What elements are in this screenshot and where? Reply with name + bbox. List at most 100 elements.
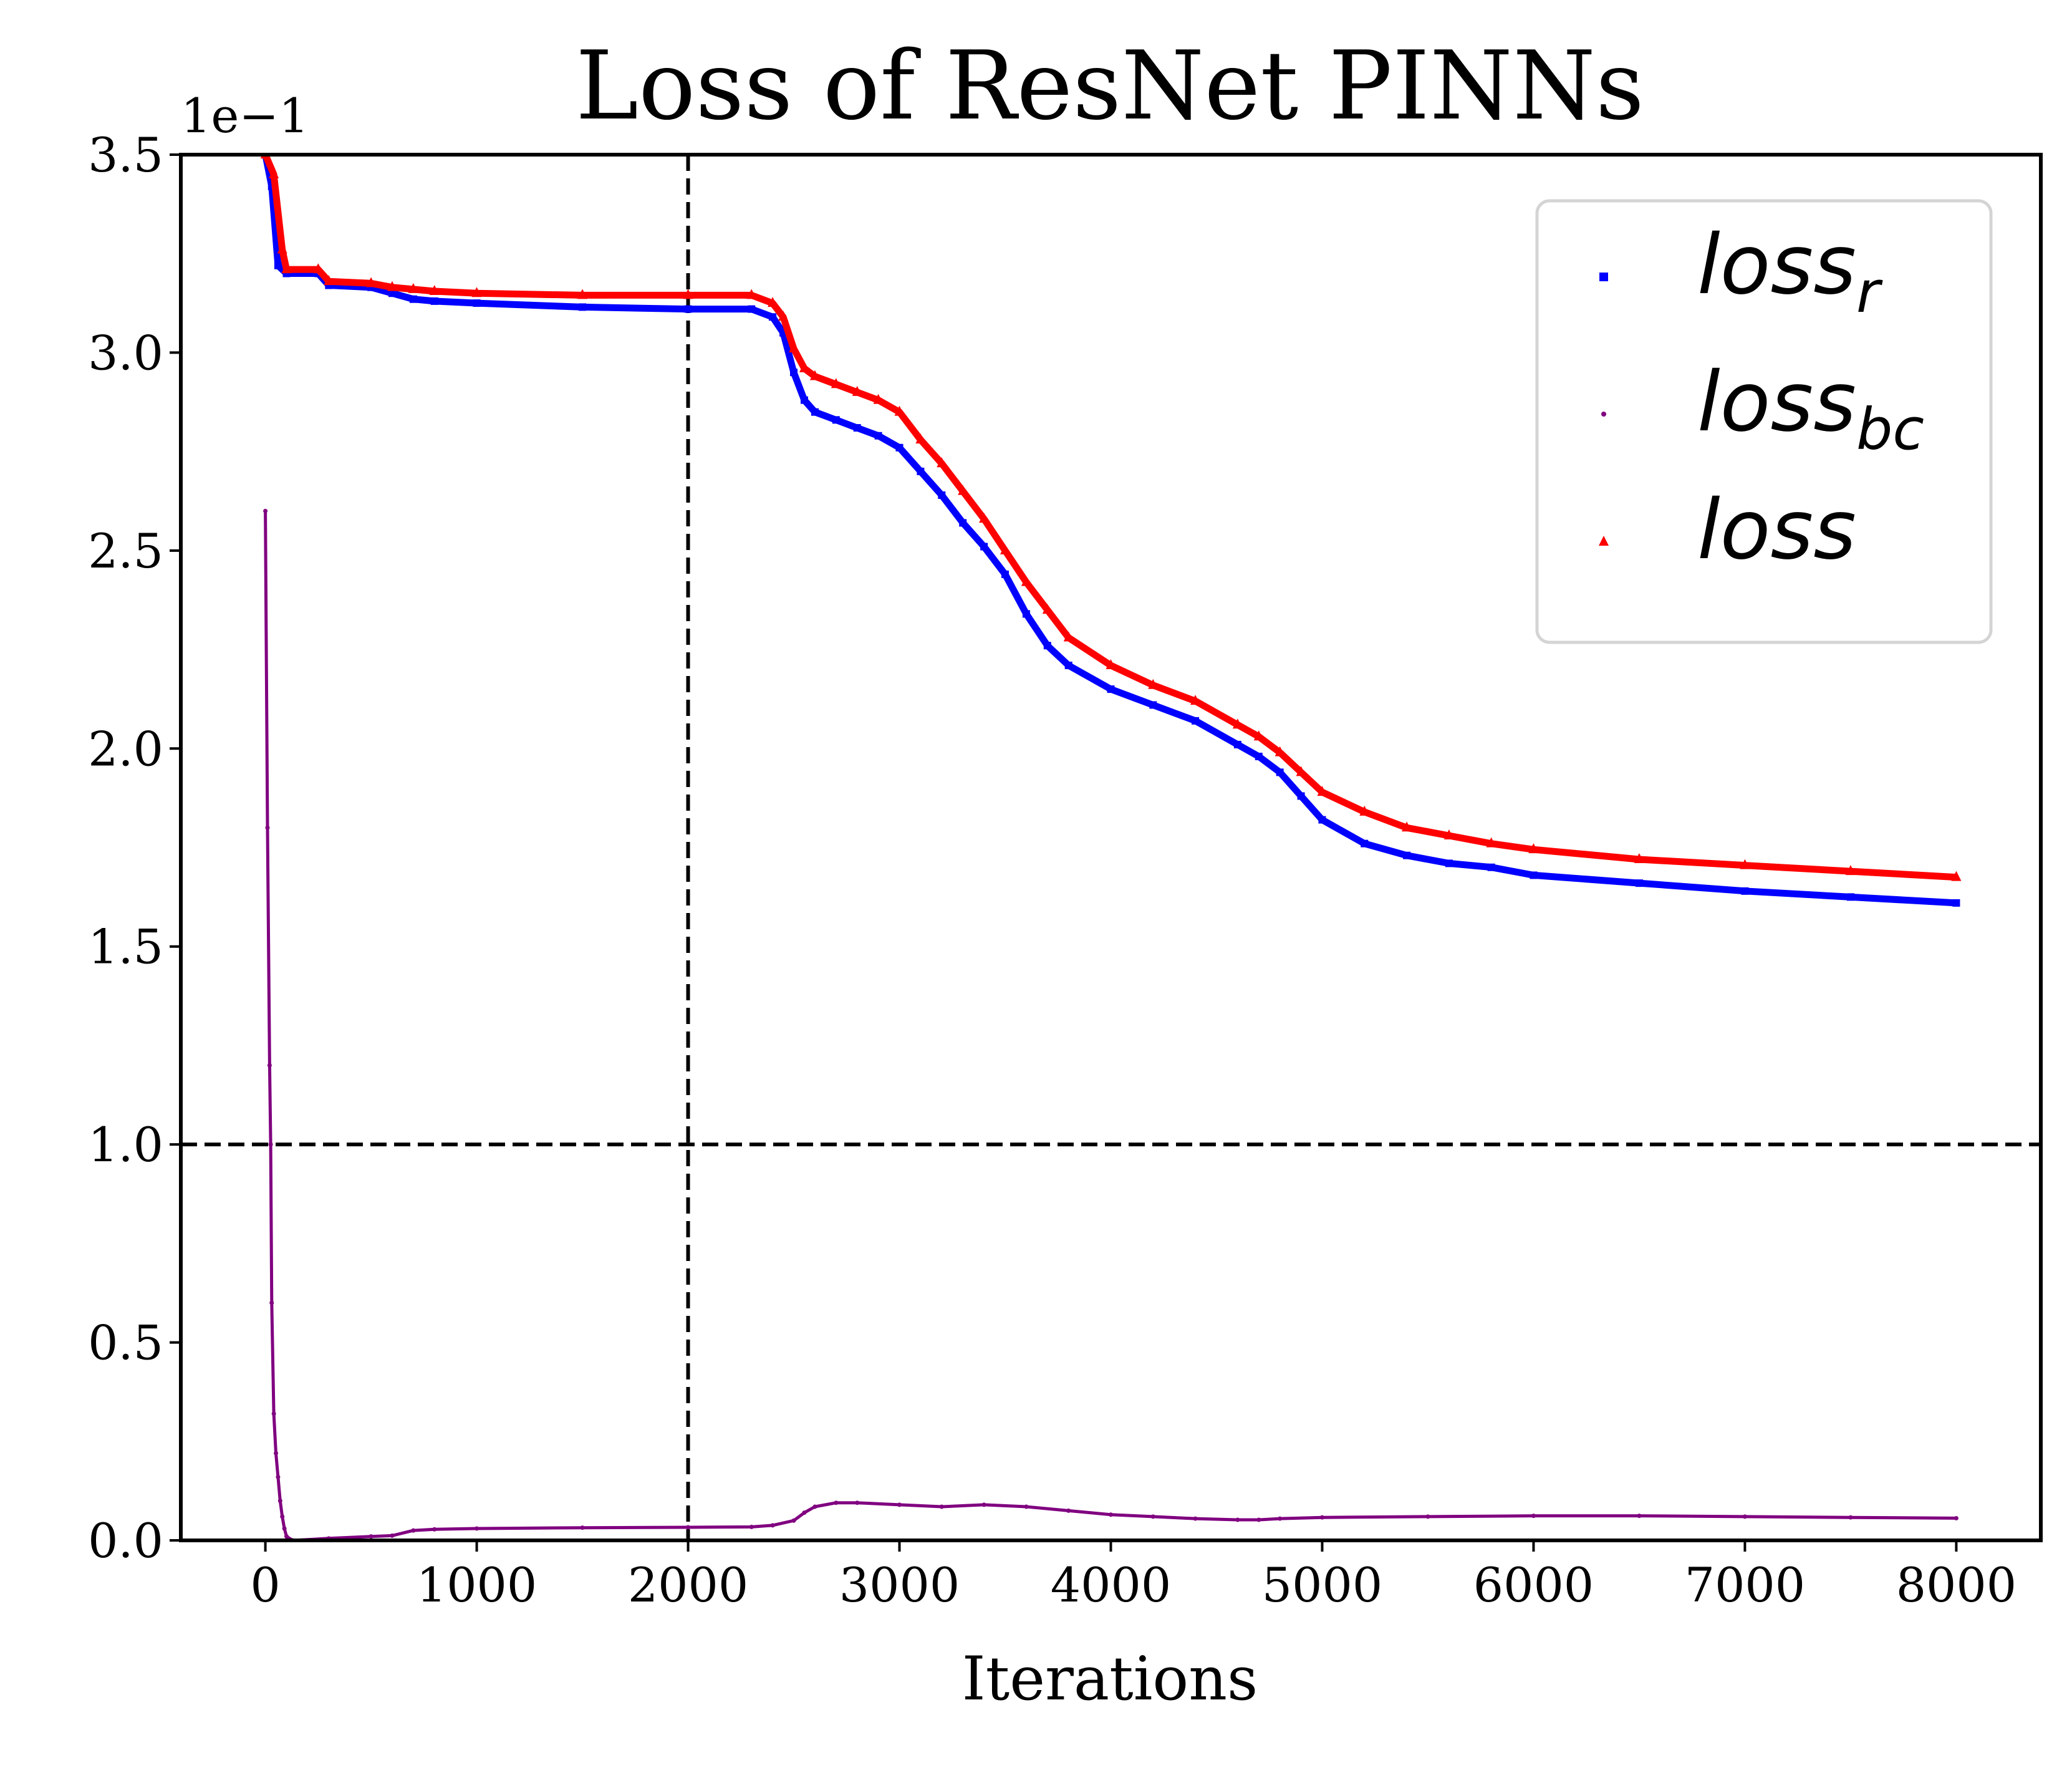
- data-point: [1276, 768, 1284, 776]
- data-point: [1951, 871, 1962, 881]
- data-point: [939, 1504, 944, 1509]
- data-point: [324, 275, 334, 286]
- data-point: [284, 1534, 289, 1539]
- y-tick-label: 2.0: [88, 721, 163, 776]
- data-point: [1741, 887, 1749, 895]
- x-tick-label: 0: [250, 1557, 280, 1613]
- y-tick-label: 0.0: [88, 1513, 163, 1568]
- data-point: [1845, 865, 1856, 876]
- data-point: [799, 362, 809, 372]
- data-point: [802, 1510, 807, 1515]
- legend-marker: [1599, 536, 1609, 546]
- data-point: [263, 508, 268, 513]
- series-loss: [260, 155, 1962, 881]
- data-point: [768, 297, 778, 307]
- data-point: [1635, 879, 1643, 887]
- data-point: [1190, 695, 1201, 705]
- x-tick-label: 6000: [1473, 1557, 1594, 1613]
- data-point: [366, 277, 377, 287]
- data-point: [834, 1500, 839, 1505]
- data-point: [369, 1534, 373, 1539]
- series-line: [264, 511, 1957, 1540]
- data-point: [831, 378, 841, 389]
- x-tick-label: 3000: [839, 1557, 960, 1613]
- data-point: [1192, 717, 1200, 725]
- data-point: [276, 1474, 281, 1479]
- data-point: [1256, 1517, 1261, 1522]
- data-point: [897, 1502, 902, 1507]
- data-point: [1319, 1515, 1324, 1520]
- data-point: [1361, 839, 1369, 848]
- data-point: [1740, 859, 1750, 869]
- data-point: [471, 287, 482, 297]
- data-point: [1022, 610, 1030, 618]
- data-point: [1318, 816, 1326, 824]
- data-point: [1530, 871, 1538, 879]
- data-point: [580, 1525, 585, 1530]
- data-point: [409, 295, 417, 303]
- y-tick-label: 1.0: [88, 1117, 163, 1172]
- data-point: [1148, 679, 1159, 689]
- data-point: [852, 385, 862, 396]
- data-point: [1043, 642, 1051, 650]
- data-point: [917, 467, 925, 475]
- data-point: [1235, 1517, 1240, 1522]
- data-point: [748, 305, 756, 313]
- data-point: [281, 263, 292, 274]
- data-point: [269, 168, 279, 178]
- data-point: [1001, 570, 1009, 578]
- data-point: [832, 416, 840, 424]
- data-point: [749, 1524, 754, 1529]
- data-point: [1954, 1515, 1959, 1520]
- legend-label: lossr: [1697, 217, 1883, 326]
- x-tick-label: 8000: [1896, 1557, 2017, 1613]
- legend-marker: [1601, 412, 1606, 417]
- data-point: [746, 289, 757, 299]
- data-point: [1064, 661, 1072, 669]
- data-point: [277, 1499, 282, 1504]
- data-point: [408, 283, 418, 293]
- data-point: [778, 311, 789, 321]
- y-tick-label: 0.5: [88, 1315, 163, 1371]
- data-point: [1528, 843, 1539, 854]
- data-point: [274, 1451, 279, 1456]
- data-point: [895, 443, 903, 452]
- x-tick-label: 1000: [417, 1557, 537, 1613]
- data-point: [853, 424, 861, 432]
- data-point: [1296, 766, 1306, 776]
- data-point: [577, 289, 588, 299]
- data-point: [1063, 631, 1074, 642]
- data-point: [1846, 893, 1854, 901]
- data-point: [269, 1300, 274, 1305]
- chart-title: Loss of ResNet PINNs: [576, 31, 1644, 141]
- data-point: [1193, 1516, 1198, 1521]
- data-point: [1952, 899, 1960, 907]
- data-point: [430, 297, 438, 305]
- data-point: [937, 457, 947, 468]
- data-point: [1486, 837, 1496, 848]
- legend-marker: [1599, 273, 1608, 281]
- data-point: [1106, 659, 1116, 669]
- legend-label: lossbc: [1697, 354, 1924, 463]
- data-point: [800, 396, 808, 404]
- data-point: [981, 1502, 986, 1507]
- data-point: [411, 1528, 416, 1533]
- data-point: [1066, 1508, 1071, 1513]
- data-point: [686, 1525, 691, 1530]
- data-point: [855, 1500, 860, 1505]
- data-point: [274, 261, 282, 269]
- data-point: [1443, 829, 1454, 839]
- data-point: [387, 281, 397, 291]
- legend-label: loss: [1697, 482, 1856, 578]
- series-line: [262, 155, 1957, 881]
- data-point: [809, 370, 820, 380]
- x-axis-title: Iterations: [962, 1644, 1258, 1714]
- data-point: [1848, 1515, 1853, 1520]
- legend-frame: [1535, 199, 1993, 644]
- data-point: [277, 243, 287, 254]
- data-point: [313, 263, 324, 274]
- data-point: [267, 1063, 272, 1068]
- data-point: [268, 1142, 273, 1147]
- data-point: [1278, 1516, 1283, 1521]
- data-point: [388, 289, 396, 297]
